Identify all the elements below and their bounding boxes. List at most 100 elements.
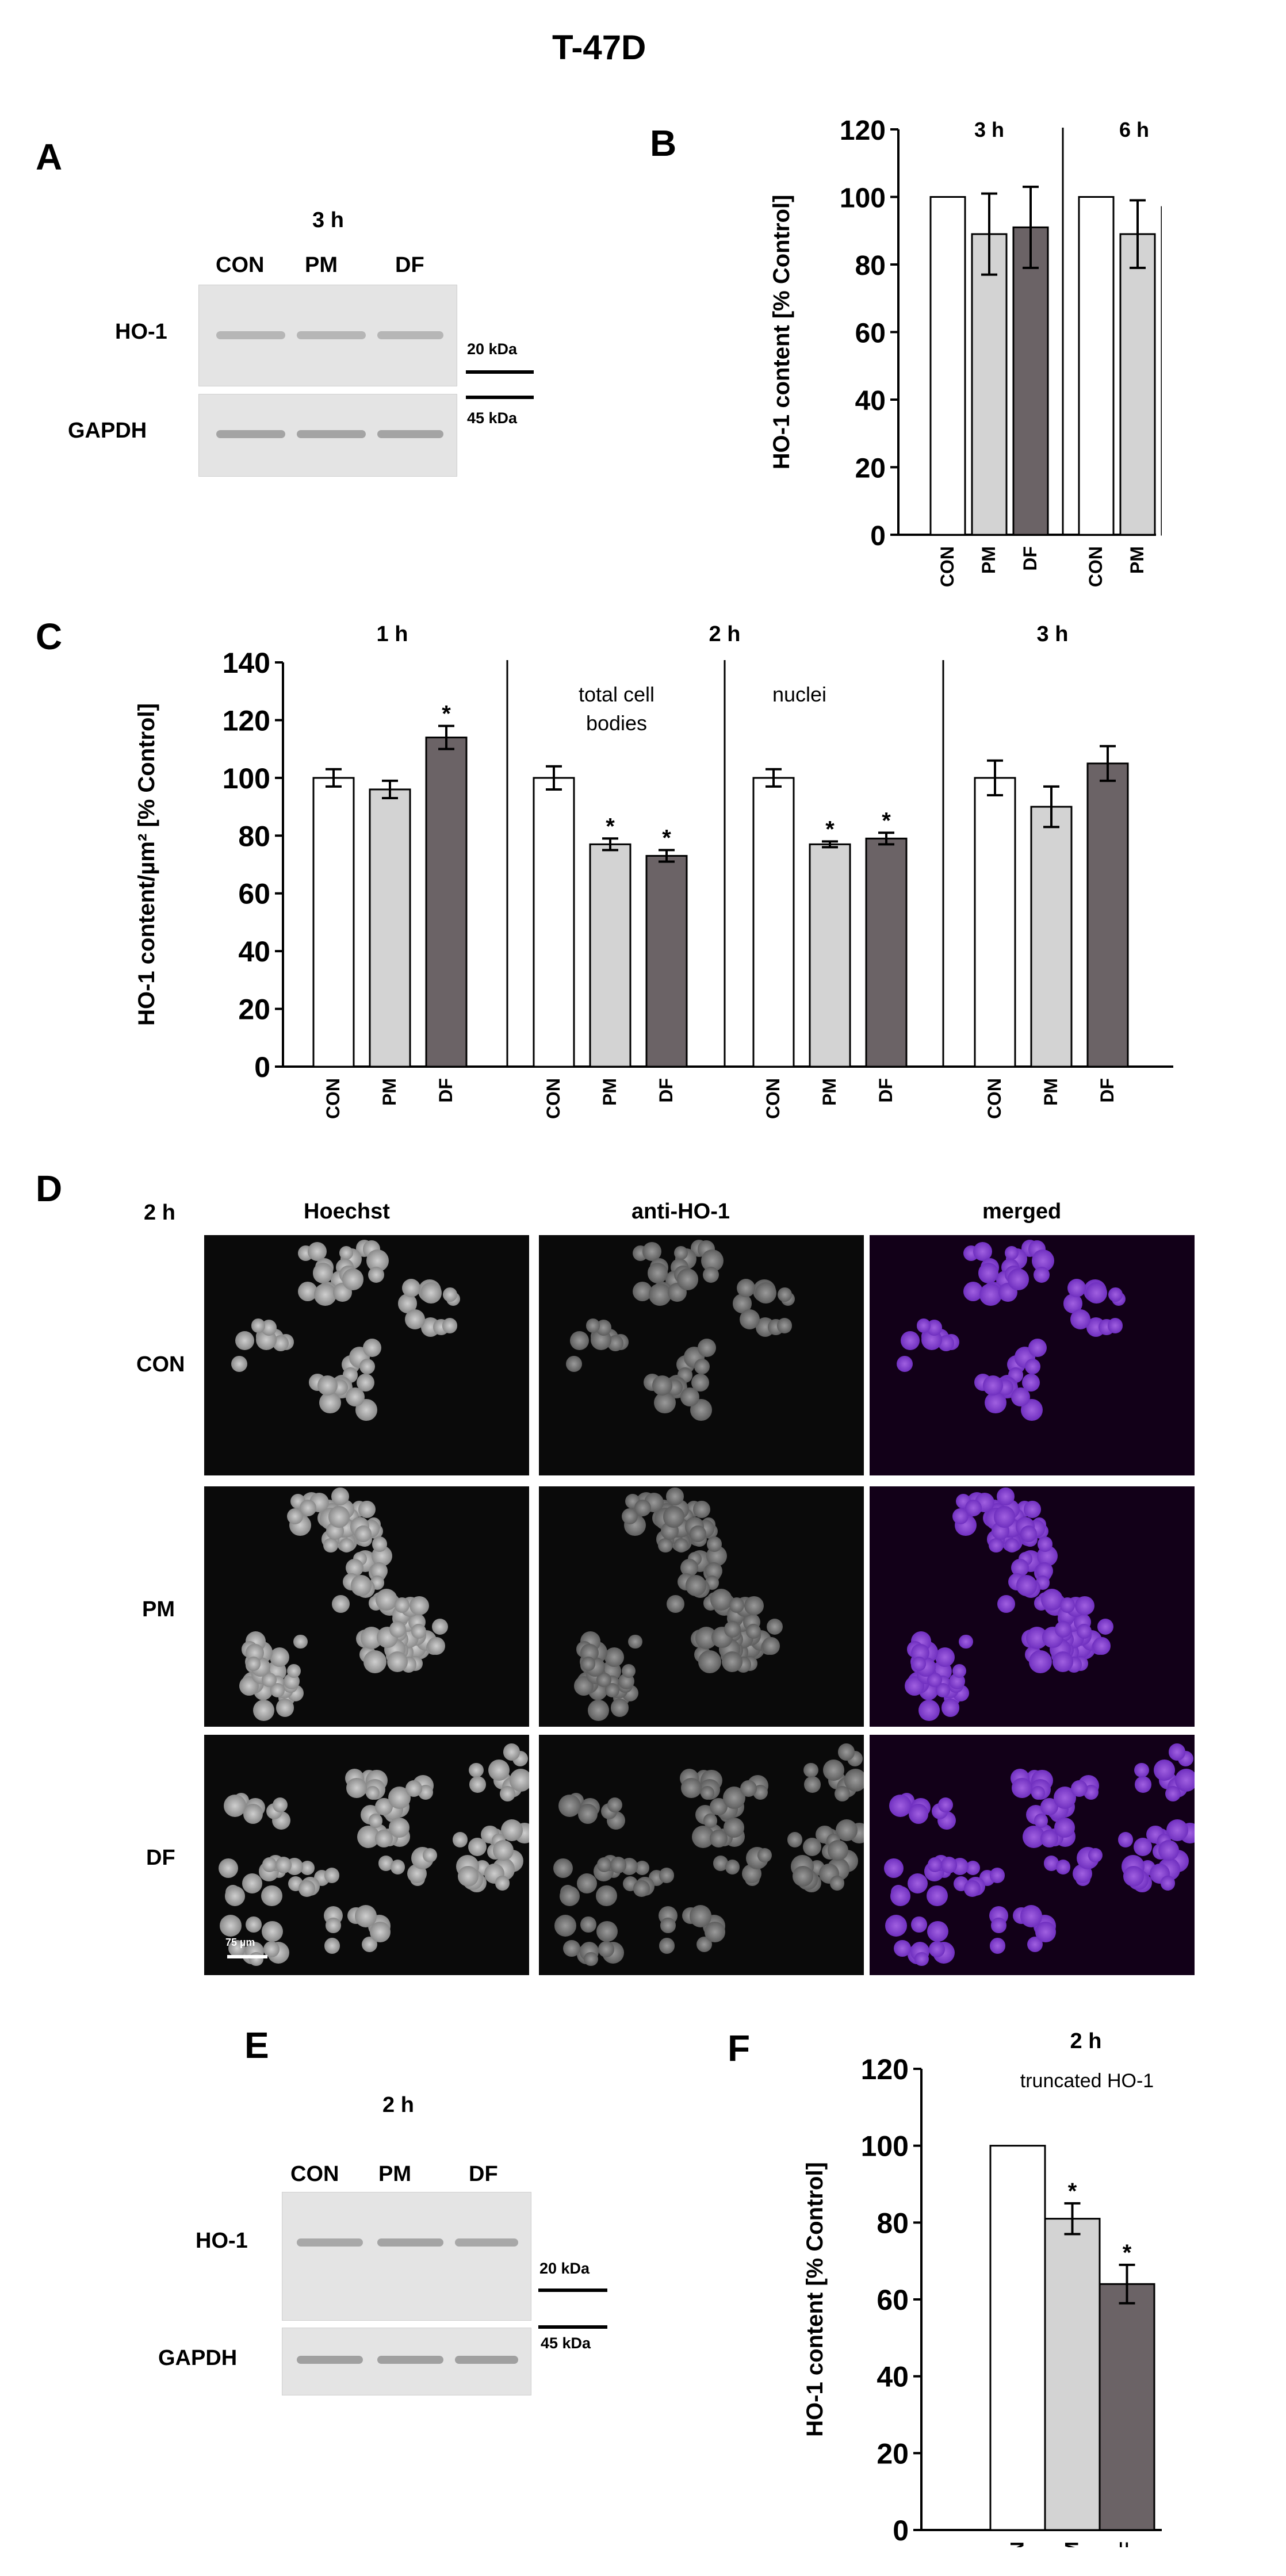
cell (979, 1283, 1002, 1306)
bar (752, 777, 795, 1068)
blot-a-marker-line (466, 370, 534, 374)
cell (394, 1597, 410, 1613)
cell (1088, 1847, 1103, 1862)
cell (927, 1857, 943, 1872)
y-tick-label: 0 (254, 1051, 270, 1083)
x-tick-label: PM (379, 1078, 400, 1106)
cell (422, 1847, 437, 1862)
blot-a-lane-df: DF (395, 253, 424, 277)
cell (991, 1918, 1006, 1933)
cell (598, 1941, 615, 1957)
blot-a-row-ho1: HO-1 (115, 320, 167, 344)
y-tick-label: 0 (870, 521, 886, 551)
cell (1007, 1268, 1029, 1290)
group-label: nuclei (772, 683, 826, 706)
panel-letter-b: B (650, 122, 677, 164)
significance-star: * (606, 814, 615, 839)
cell (331, 1595, 350, 1613)
bar (989, 2145, 1046, 2531)
cell (894, 1939, 911, 1957)
micrograph-panel (870, 1735, 1195, 1975)
band (216, 430, 285, 438)
y-tick-label: 20 (877, 2437, 909, 2470)
bar (645, 854, 688, 1068)
cell (766, 1618, 783, 1635)
blot-a-time: 3 h (312, 208, 344, 232)
blot-e-marker-line (538, 2325, 607, 2329)
micrograph-panel (870, 1486, 1195, 1727)
cell (1024, 1501, 1041, 1518)
cell (235, 1331, 254, 1351)
micrograph-panel (204, 1235, 529, 1475)
micrograph-panel (204, 1486, 529, 1727)
cell (342, 1268, 364, 1290)
x-tick-label: DF (1097, 1078, 1117, 1103)
cell (1037, 1536, 1052, 1552)
cell (997, 1595, 1015, 1613)
cell (916, 1318, 931, 1333)
cell (488, 1759, 510, 1781)
x-tick-label: PM (978, 546, 999, 574)
micro-col-merged: merged (982, 1199, 1062, 1224)
cell (218, 1858, 238, 1878)
y-axis-label: HO-1 content/µm² [% Control] (134, 703, 159, 1026)
y-tick-label: 40 (877, 2361, 909, 2393)
blot-a-row-gapdh: GAPDH (68, 419, 147, 443)
cell (225, 1886, 245, 1906)
x-tick-label: PM (1040, 1078, 1061, 1106)
x-tick-label: PM (599, 1078, 620, 1106)
panel-letter-d: D (36, 1168, 63, 1209)
cell (427, 1637, 445, 1655)
x-tick-label: CON (1007, 2542, 1028, 2547)
y-tick-label: 120 (840, 116, 886, 146)
cell (409, 1596, 429, 1616)
cell (610, 1699, 629, 1717)
cell (912, 1657, 927, 1671)
blot-a-marker-45: 45 kDa (467, 409, 518, 427)
band (377, 331, 443, 339)
cell (610, 1857, 627, 1873)
cell (1168, 1743, 1186, 1761)
x-tick-label: CON (543, 1078, 564, 1119)
blot-a-gapdh-membrane (198, 394, 457, 477)
cell (604, 1647, 624, 1667)
cell (328, 1506, 350, 1528)
cell (941, 1699, 959, 1717)
micrograph-panel (539, 1735, 864, 1975)
cell (565, 1356, 582, 1373)
cell (1076, 1623, 1092, 1639)
cell (553, 1858, 573, 1878)
cell (973, 1241, 993, 1262)
cell (1024, 1359, 1040, 1374)
cell (293, 1634, 308, 1649)
blot-e-lane-con: CON (290, 2162, 339, 2186)
x-tick-label: CON (1085, 546, 1106, 587)
cell (324, 1868, 340, 1884)
bar (1012, 226, 1049, 536)
blot-a-lane-con: CON (216, 253, 265, 277)
cell (666, 1488, 684, 1505)
panel-letter-a: A (36, 136, 63, 178)
cell (443, 1287, 457, 1302)
cell (657, 1538, 673, 1553)
cell (404, 1309, 426, 1330)
cell (420, 1282, 442, 1304)
micro-row-pm: PM (142, 1597, 175, 1621)
cell (1011, 1387, 1030, 1406)
cell (985, 1392, 1007, 1414)
cell (989, 1868, 1005, 1884)
cell (323, 1538, 338, 1553)
cell (363, 1338, 381, 1357)
cell (952, 1664, 966, 1678)
bar (809, 843, 851, 1068)
cell (705, 1922, 725, 1942)
cell (1154, 1759, 1175, 1781)
significance-star: * (1068, 2179, 1077, 2204)
blot-e-row-gapdh: GAPDH (158, 2346, 238, 2370)
cell (908, 1873, 928, 1893)
cell (368, 1266, 385, 1283)
scale-bar-label: 75 µm (225, 1937, 255, 1948)
cell (724, 1620, 741, 1638)
cell (1123, 1866, 1144, 1887)
cell (689, 1525, 706, 1542)
